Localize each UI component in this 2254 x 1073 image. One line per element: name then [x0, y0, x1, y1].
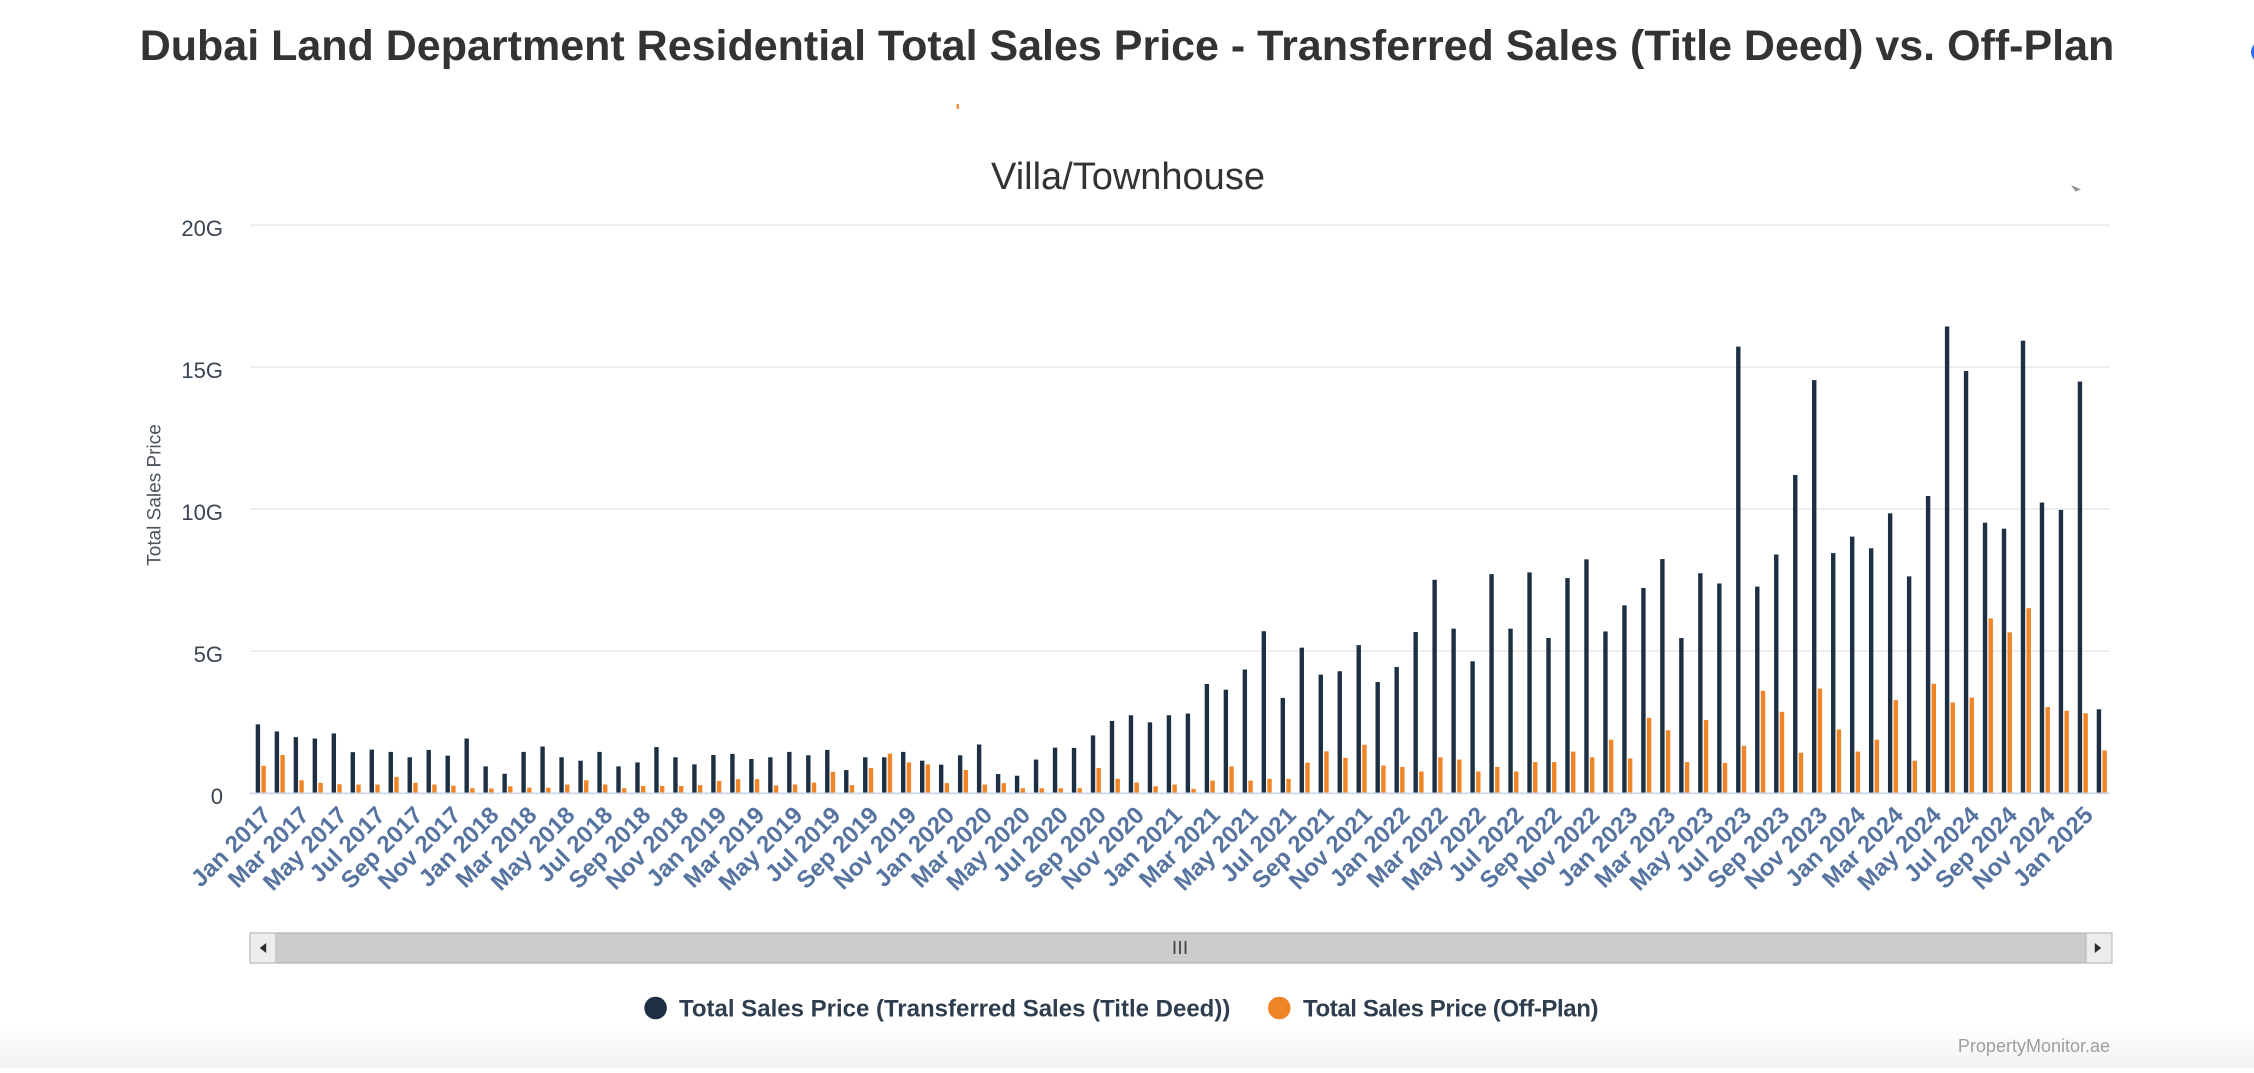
- svg-text:10G: 10G: [181, 500, 223, 525]
- svg-text:Total Sales Price: Total Sales Price: [145, 424, 166, 566]
- svg-text:0: 0: [211, 784, 223, 809]
- svg-text:PropertyMonitor.ae: PropertyMonitor.ae: [1958, 1036, 2110, 1056]
- svg-text:Villa/Townhouse: Villa/Townhouse: [991, 156, 1265, 198]
- svg-text:Total Sales Price (Off-Plan): Total Sales Price (Off-Plan): [1303, 996, 1598, 1023]
- svg-text:Total Sales Price (Transferred: Total Sales Price (Transferred Sales (Ti…: [679, 996, 1230, 1023]
- svg-text:Dubai Land Department Resident: Dubai Land Department Residential Total …: [140, 22, 2115, 70]
- svg-text:5G: 5G: [194, 642, 223, 667]
- svg-text:20G: 20G: [181, 216, 223, 241]
- svg-text:15G: 15G: [181, 358, 223, 383]
